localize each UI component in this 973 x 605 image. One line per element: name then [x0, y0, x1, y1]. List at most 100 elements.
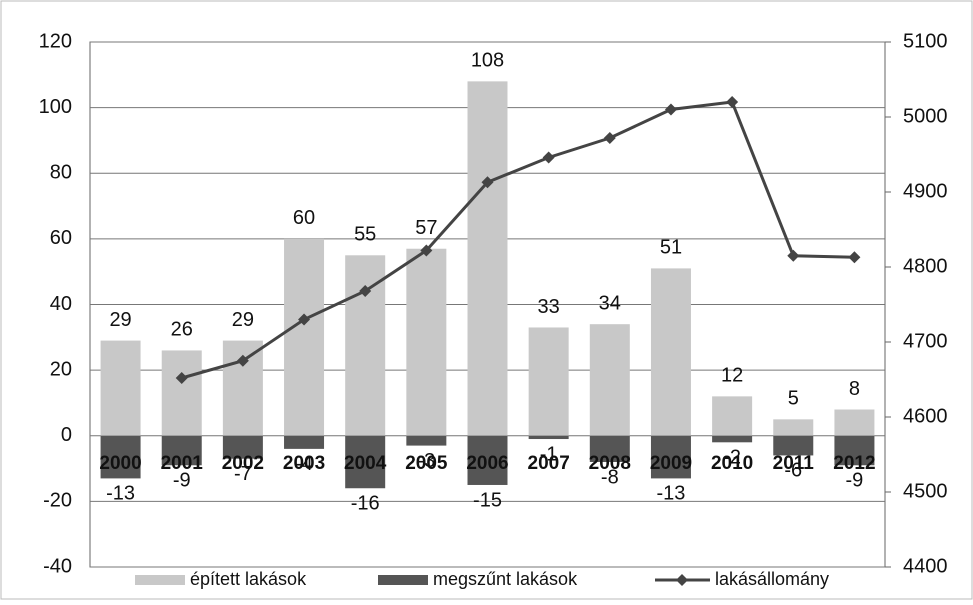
y2-tick-label: 4500 [903, 480, 948, 502]
bar [528, 327, 569, 436]
legend-label: lakásállomány [715, 569, 829, 589]
y-tick-label: 120 [39, 30, 72, 52]
y2-tick-label: 5000 [903, 105, 948, 127]
bar [345, 435, 386, 489]
data-label: 51 [660, 237, 682, 259]
x-tick-label: 2000 [99, 453, 141, 474]
line-marker [603, 132, 616, 144]
data-label: 29 [109, 309, 131, 331]
data-label: 60 [293, 207, 315, 229]
legend-swatch [378, 575, 428, 585]
bar [589, 435, 630, 462]
bar [773, 419, 814, 436]
bar [161, 435, 202, 466]
x-tick-label: 2012 [833, 453, 875, 474]
data-label: 5 [788, 388, 799, 410]
line-marker [420, 244, 433, 257]
x-tick-label: 2009 [650, 453, 692, 474]
bar [834, 409, 875, 436]
legend-marker [676, 574, 688, 586]
y2-tick-label: 4700 [903, 330, 948, 352]
x-tick-label: 2008 [589, 453, 631, 474]
y-tick-label: 60 [50, 227, 72, 249]
data-label: 33 [538, 296, 560, 318]
y2-tick-label: 4800 [903, 255, 948, 277]
line-marker [848, 251, 861, 264]
x-tick-label: 2002 [222, 453, 264, 474]
line-marker [726, 96, 739, 108]
line-marker [787, 249, 800, 262]
bar [712, 396, 753, 436]
line-marker [359, 285, 372, 297]
bar [161, 350, 202, 436]
legend-label: épített lakások [190, 569, 307, 589]
data-label: -3 [417, 450, 435, 472]
y-tick-label: 0 [61, 424, 72, 446]
data-label: 8 [849, 378, 860, 400]
data-label: -13 [106, 483, 135, 505]
data-label: -4 [295, 453, 313, 475]
x-tick-label: 2007 [528, 453, 570, 474]
bar [467, 81, 508, 436]
line-marker [542, 151, 555, 164]
data-label: -16 [351, 493, 380, 515]
data-label: -2 [723, 447, 741, 469]
data-label: 26 [171, 319, 193, 341]
line-marker [175, 372, 188, 384]
data-label: -13 [657, 483, 686, 505]
x-tick-label: 2010 [711, 453, 753, 474]
legend-swatch [135, 575, 185, 585]
x-tick-label: 2003 [283, 453, 325, 474]
line-marker [298, 313, 311, 326]
x-tick-label: 2011 [773, 453, 815, 474]
bar [100, 435, 141, 479]
y2-tick-label: 4600 [903, 405, 948, 427]
bar [773, 435, 814, 456]
data-label: 12 [721, 365, 743, 387]
line-marker [664, 103, 677, 116]
x-tick-label: 2005 [405, 453, 448, 474]
bar [100, 340, 141, 436]
y-tick-label: 40 [50, 293, 72, 315]
data-label: -6 [784, 460, 802, 482]
line-marker [236, 354, 249, 367]
bar [222, 435, 263, 459]
data-label: 57 [415, 217, 437, 239]
x-tick-label: 2004 [344, 453, 387, 474]
data-label: -7 [234, 463, 252, 485]
bar [528, 435, 569, 440]
bar [650, 435, 691, 479]
data-label: -15 [473, 489, 502, 511]
data-label: 29 [232, 309, 254, 331]
y-tick-label: 20 [50, 358, 72, 380]
y2-tick-label: 5100 [903, 30, 948, 52]
legend-label: megszűnt lakások [433, 569, 578, 589]
bar [834, 435, 875, 466]
data-label: 55 [354, 224, 376, 246]
line-marker [481, 176, 494, 189]
data-label: -9 [846, 470, 864, 492]
x-tick-label: 2001 [161, 453, 204, 474]
bar [284, 238, 325, 436]
line [181, 100, 855, 380]
y-tick-label: 80 [50, 162, 72, 184]
bar [406, 435, 447, 446]
y2-tick-label: 4900 [903, 180, 948, 202]
y-tick-label: -20 [43, 490, 72, 512]
bar [467, 435, 508, 485]
data-label: -8 [601, 466, 619, 488]
bar [712, 435, 753, 443]
data-label: 34 [599, 292, 621, 314]
data-label: -1 [540, 443, 558, 465]
data-label: -9 [173, 470, 191, 492]
bar [650, 268, 691, 436]
bar [284, 435, 325, 449]
y-tick-label: 100 [39, 96, 72, 118]
x-tick-label: 2006 [466, 453, 508, 474]
data-label: 108 [471, 50, 504, 72]
y-tick-label: -40 [43, 555, 72, 577]
bar [589, 324, 630, 436]
bar [406, 248, 447, 436]
